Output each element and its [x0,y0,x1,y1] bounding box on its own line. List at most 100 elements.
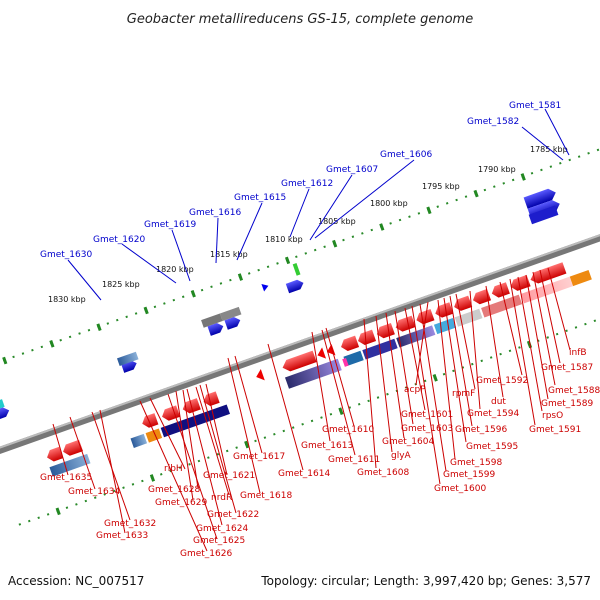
gene-arrow[interactable] [339,335,360,353]
gene-arrow[interactable] [509,274,531,293]
gene-label[interactable]: Gmet_1635 [40,473,92,483]
gene-label[interactable]: Gmet_1619 [144,220,196,230]
tick-label: 1815 kbp [210,250,248,259]
gene-label[interactable]: Gmet_1614 [278,469,330,479]
gene-arrow[interactable] [202,391,220,407]
gene-arrow[interactable] [490,282,510,299]
gene-label[interactable]: ribH [164,464,183,474]
tick-mark [49,340,55,348]
tick-mark [432,374,438,382]
tick-label: 1810 kbp [265,235,303,244]
gene-label[interactable]: Gmet_1624 [196,524,248,534]
gene-label[interactable]: dut [491,397,506,407]
gene-label[interactable]: acpP [404,385,426,395]
gene-arrow[interactable] [394,315,416,334]
gene-arrow[interactable] [433,302,454,319]
gene-marker[interactable] [292,263,301,276]
gene-arrow[interactable] [140,413,159,429]
gene-arrow[interactable] [207,321,225,336]
tick-label: 1805 kbp [318,217,356,226]
gene-label[interactable]: Gmet_1613 [301,441,353,451]
gene-arrow[interactable] [254,369,265,383]
gene-label[interactable]: Gmet_1632 [104,519,156,529]
gene-arrow[interactable] [224,315,241,330]
tick-label: 1825 kbp [102,280,140,289]
gene-label[interactable]: Gmet_1596 [455,425,507,435]
gene-label[interactable]: Gmet_1612 [281,179,333,189]
gene-label[interactable]: nrdR [211,493,232,503]
gene-label[interactable]: Gmet_1629 [155,498,207,508]
tick-label: 1790 kbp [478,165,516,174]
gene-arrow[interactable] [285,278,305,294]
gene-arrow[interactable] [181,398,201,415]
gene-arrow[interactable] [356,329,377,347]
bottom-callout-lines [52,267,571,552]
gene-label[interactable]: Gmet_1601 [401,410,453,420]
gene-label[interactable]: Gmet_1598 [450,458,502,468]
gene-arrow[interactable] [261,282,269,292]
tick-mark [379,223,385,231]
gene-arrow[interactable] [375,322,395,340]
gene-label[interactable]: Gmet_1592 [476,376,528,386]
gene-arrow[interactable] [315,347,327,361]
gene-label[interactable]: glyA [391,451,412,461]
map-title: Geobacter metallireducens GS-15, complet… [127,12,473,27]
tick-label: 1820 kbp [156,265,194,274]
gene-label[interactable]: Gmet_1617 [233,452,285,462]
gene-label[interactable]: Gmet_1582 [467,117,519,127]
gene-label[interactable]: Gmet_1591 [529,425,581,435]
gene-label[interactable]: Gmet_1621 [203,471,255,481]
gene-label[interactable]: Gmet_1603 [401,424,453,434]
tick-mark [237,273,244,281]
tick-mark [520,173,526,181]
gene-label[interactable]: Gmet_1625 [193,536,245,546]
gene-label[interactable]: Gmet_1616 [189,208,241,218]
gene-label[interactable]: Gmet_1611 [328,455,380,465]
gene-label[interactable]: Gmet_1628 [148,485,200,495]
bottom-gene-labels: infB Gmet_1587 Gmet_1588 Gmet_1589 rpsO … [40,348,600,559]
gene-label[interactable]: Gmet_1608 [357,468,409,478]
tick-mark [244,440,250,449]
tick-mark [2,356,8,365]
gene-label[interactable]: Gmet_1581 [509,101,561,111]
gene-arrow[interactable] [281,350,317,374]
kbp-tick-labels: 1785 kbp 1790 kbp 1795 kbp 1800 kbp 1805… [48,145,568,304]
gene-label[interactable]: Gmet_1626 [180,549,232,559]
gene-label[interactable]: Gmet_1630 [40,250,92,260]
gene-label[interactable]: Gmet_1633 [96,531,148,541]
gene-label[interactable]: Gmet_1599 [443,470,495,480]
tick-mark [473,189,479,198]
gene-arrow[interactable] [0,406,11,422]
gene-label[interactable]: Gmet_1588 [548,386,600,396]
top-callout-lines [67,108,570,301]
gene-label[interactable]: Gmet_1589 [541,399,593,409]
gene-arrow[interactable] [529,262,567,285]
gene-label[interactable]: Gmet_1587 [541,363,593,373]
gene-label[interactable]: Gmet_1606 [380,150,432,160]
tick-mark [190,289,196,298]
gene-label[interactable]: Gmet_1615 [234,193,286,203]
gene-label[interactable]: Gmet_1595 [466,442,518,452]
gene-label[interactable]: Gmet_1607 [326,165,378,175]
major-ticks [2,173,533,516]
forward-feature-bars [0,205,559,413]
accession-text: Accession: NC_007517 [8,574,144,588]
gene-label[interactable]: Gmet_1610 [322,425,374,435]
gene-label[interactable]: infB [569,348,587,358]
gene-label[interactable]: Gmet_1634 [68,487,120,497]
gene-label[interactable]: Gmet_1622 [207,510,259,520]
gene-label[interactable]: Gmet_1600 [434,484,486,494]
gene-label[interactable]: Gmet_1604 [382,437,434,447]
gene-arrow[interactable] [61,439,83,458]
gene-arrow[interactable] [523,187,558,209]
tick-mark [338,407,344,416]
gene-arrow[interactable] [452,295,473,313]
gene-label[interactable]: rpmF [452,389,475,399]
tick-label: 1785 kbp [530,145,568,154]
gene-label[interactable]: Gmet_1618 [240,491,292,501]
gene-label[interactable]: Gmet_1620 [93,235,145,245]
topology-text: Topology: circular; Length: 3,997,420 bp… [260,574,591,588]
gene-arrow[interactable] [45,446,64,463]
gene-label[interactable]: rpsO [542,411,563,421]
gene-label[interactable]: Gmet_1594 [467,409,519,419]
